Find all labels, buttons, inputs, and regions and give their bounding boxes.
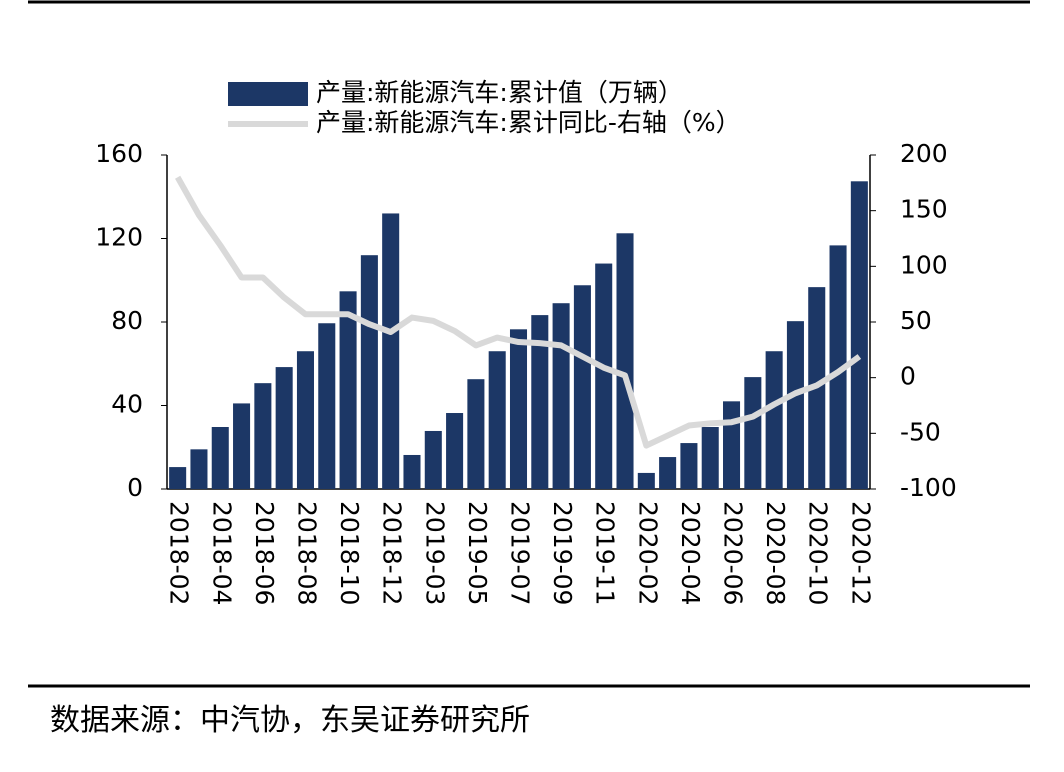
x-tick-label: 2018-04 [207, 501, 236, 605]
legend-label: 产量:新能源汽车:累计同比-右轴（%） [316, 108, 741, 137]
y2-tick-label: 50 [900, 306, 932, 335]
bar [403, 454, 421, 489]
bar [467, 379, 485, 489]
bar [850, 181, 868, 490]
x-tick-label: 2019-11 [591, 501, 620, 605]
x-tick-label: 2018-12 [378, 501, 407, 605]
y2-tick-label: 150 [900, 195, 948, 224]
bar [786, 321, 804, 489]
bar [744, 377, 762, 489]
bar [531, 315, 549, 489]
x-tick-label: 2018-06 [250, 501, 279, 605]
bar [190, 449, 208, 489]
bar [169, 467, 187, 489]
y-tick-label: 160 [95, 139, 143, 168]
x-tick-label: 2019-07 [506, 501, 535, 605]
bar [488, 351, 506, 489]
x-tick-label: 2019-09 [548, 501, 577, 605]
x-tick-label: 2020-12 [846, 501, 875, 605]
bar [254, 383, 272, 489]
legend-swatch [228, 82, 308, 106]
bar [616, 233, 634, 489]
bar [765, 351, 783, 489]
bar [723, 401, 741, 489]
y-tick-label: 80 [111, 306, 143, 335]
x-tick-label: 2020-10 [804, 501, 833, 605]
bar [360, 255, 378, 489]
x-tick-label: 2020-02 [633, 501, 662, 605]
bar [275, 367, 293, 489]
source-note: 数据来源：中汽协，东吴证券研究所 [50, 703, 530, 738]
bar [446, 413, 464, 489]
bar [573, 285, 591, 489]
x-tick-label: 2018-08 [292, 501, 321, 605]
bar [659, 457, 677, 489]
legend-label: 产量:新能源汽车:累计值（万辆） [316, 78, 683, 107]
x-tick-label: 2019-03 [420, 501, 449, 605]
bar [339, 291, 357, 489]
x-tick-label: 2018-10 [335, 501, 364, 605]
y-tick-label: 0 [127, 473, 143, 502]
y-tick-label: 120 [95, 223, 143, 252]
bar [296, 351, 314, 489]
bar [552, 303, 570, 489]
y-tick-label: 40 [111, 390, 143, 419]
line [175, 175, 862, 449]
bar [829, 245, 847, 489]
x-tick-label: 2019-05 [463, 501, 492, 605]
x-tick-label: 2020-06 [719, 501, 748, 605]
bar [595, 263, 613, 489]
x-tick-label: 2020-08 [761, 501, 790, 605]
y2-tick-label: 100 [900, 250, 948, 279]
x-tick-label: 2020-04 [676, 501, 705, 605]
bar [424, 430, 442, 489]
y2-tick-label: 0 [900, 362, 916, 391]
x-tick-label: 2018-02 [165, 501, 194, 605]
bar [211, 427, 229, 489]
bar [637, 472, 655, 489]
y2-tick-label: -50 [900, 417, 941, 446]
bar [701, 427, 719, 489]
y2-tick-label: -100 [900, 473, 957, 502]
bar [509, 329, 528, 489]
bar [680, 443, 698, 489]
bar [233, 403, 251, 489]
y2-tick-label: 200 [900, 139, 948, 168]
bar [382, 213, 400, 489]
bar [318, 323, 336, 489]
